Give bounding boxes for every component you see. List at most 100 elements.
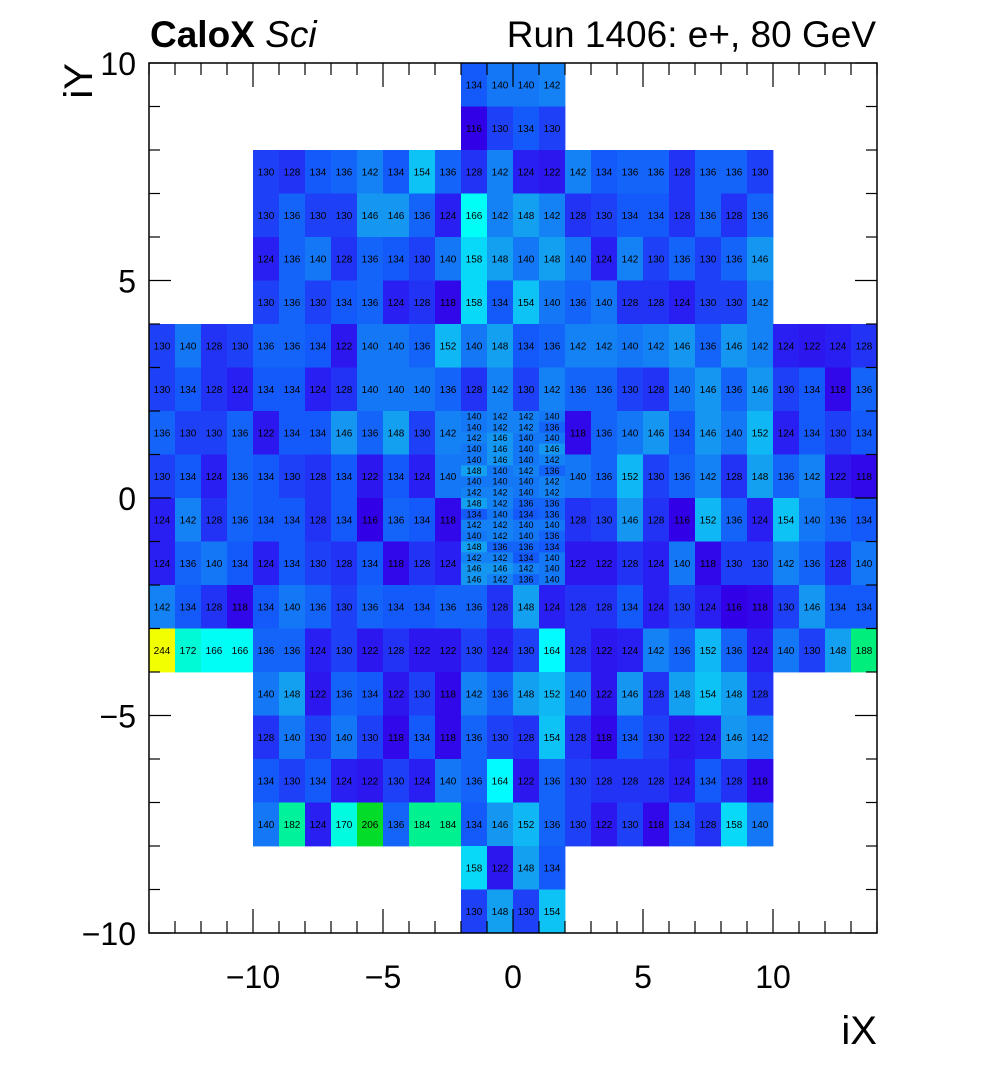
x-tick-label: 0 xyxy=(504,959,522,995)
heatmap-cell xyxy=(851,585,878,629)
run-label: Run 1406: e+, 80 GeV xyxy=(506,14,876,55)
heatmap-cell xyxy=(279,498,306,542)
cell-value-label: 146 xyxy=(700,428,717,439)
cell-value-label: 136 xyxy=(778,472,795,483)
y-tick-label: −5 xyxy=(100,699,136,735)
cell-value-label: 136 xyxy=(544,531,559,541)
cell-value-label: 140 xyxy=(388,385,405,396)
cell-value-label: 130 xyxy=(258,298,275,309)
cell-value-label: 146 xyxy=(622,515,639,526)
heatmap-cell xyxy=(253,411,280,455)
heatmap-cell xyxy=(539,324,566,368)
heatmap-cell xyxy=(331,454,358,499)
cell-value-label: 154 xyxy=(518,298,535,309)
cell-value-label: 118 xyxy=(232,602,248,613)
cell-value-label: 130 xyxy=(700,254,717,265)
heatmap-cell xyxy=(409,715,436,760)
cell-value-label: 140 xyxy=(622,428,639,439)
cell-value-label: 136 xyxy=(570,298,587,309)
heatmap-cell xyxy=(591,585,618,629)
heatmap-cell xyxy=(591,193,618,238)
heatmap-cell xyxy=(539,563,566,575)
heatmap-cell xyxy=(773,628,800,673)
cell-value-label: 136 xyxy=(674,254,691,265)
cell-value-label: 134 xyxy=(518,341,535,352)
heatmap-cell xyxy=(409,541,436,586)
heatmap-cell xyxy=(617,193,644,238)
heatmap-cell xyxy=(435,498,462,542)
cell-value-label: 130 xyxy=(492,733,509,744)
cell-value-label: 140 xyxy=(492,509,507,519)
cell-value-label: 146 xyxy=(388,211,405,222)
heatmap-cell xyxy=(435,280,462,325)
heatmap-cell xyxy=(539,802,566,847)
heatmap-cell xyxy=(539,889,566,934)
cell-value-label: 142 xyxy=(700,472,717,483)
cell-value-label: 142 xyxy=(492,411,507,421)
cell-value-label: 140 xyxy=(544,520,559,530)
cell-value-label: 136 xyxy=(596,428,613,439)
heatmap-cell xyxy=(747,193,774,238)
cell-value-label: 128 xyxy=(206,602,223,613)
cell-value-label: 142 xyxy=(544,211,561,222)
cell-value-label: 130 xyxy=(544,124,561,135)
heatmap-cell xyxy=(799,541,826,586)
heatmap-cell xyxy=(487,150,514,194)
cell-value-label: 140 xyxy=(570,472,587,483)
heatmap-cell xyxy=(825,541,852,586)
cell-value-label: 128 xyxy=(830,559,847,570)
cell-value-label: 128 xyxy=(700,820,717,831)
cell-value-label: 128 xyxy=(336,385,353,396)
heatmap-cell xyxy=(331,150,358,194)
cell-value-label: 148 xyxy=(518,689,535,700)
cell-value-label: 140 xyxy=(518,254,535,265)
cell-value-label: 128 xyxy=(622,298,639,309)
cell-value-label: 140 xyxy=(544,433,559,443)
cell-value-label: 140 xyxy=(310,254,327,265)
heatmap-cell xyxy=(669,802,696,847)
heatmap-cell xyxy=(513,150,540,194)
cell-value-label: 134 xyxy=(622,602,639,613)
cell-value-label: 124 xyxy=(700,733,717,744)
heatmap-cell xyxy=(565,280,592,325)
cell-value-label: 122 xyxy=(570,559,587,570)
cell-value-label: 130 xyxy=(310,298,327,309)
heatmap-cell xyxy=(331,367,358,412)
cell-value-label: 140 xyxy=(856,559,873,570)
heatmap-cell xyxy=(773,367,800,412)
cell-value-label: 148 xyxy=(388,428,405,439)
heatmap-cell xyxy=(409,193,436,238)
heatmap-cell xyxy=(357,672,384,716)
heatmap-cell xyxy=(305,411,332,455)
cell-value-label: 154 xyxy=(544,733,561,744)
heatmap-cell xyxy=(721,454,748,499)
heatmap-cell xyxy=(409,324,436,368)
cell-value-label: 134 xyxy=(284,428,301,439)
heatmap-cell xyxy=(487,193,514,238)
cell-value-label: 164 xyxy=(544,646,561,657)
cell-value-label: 134 xyxy=(310,428,327,439)
heatmap-cell xyxy=(773,498,800,542)
heatmap-cell xyxy=(617,411,644,455)
cell-value-label: 146 xyxy=(804,602,821,613)
cell-value-label: 158 xyxy=(466,863,483,874)
cell-value-label: 128 xyxy=(726,472,743,483)
heatmap-cell xyxy=(461,519,488,532)
cell-value-label: 128 xyxy=(414,559,431,570)
cell-value-label: 130 xyxy=(206,428,223,439)
heatmap-cell xyxy=(253,454,280,499)
heatmap-cell xyxy=(461,889,488,934)
heatmap-cell xyxy=(799,454,826,499)
cell-value-label: 136 xyxy=(700,167,717,178)
heatmap-cell xyxy=(357,150,384,194)
heatmap-cell xyxy=(487,508,514,521)
cell-value-label: 140 xyxy=(622,341,639,352)
heatmap-cell xyxy=(383,324,410,368)
cell-value-label: 134 xyxy=(466,80,483,91)
heatmap-cell xyxy=(747,237,774,281)
cell-value-label: 142 xyxy=(492,488,507,498)
cell-value-label: 206 xyxy=(362,820,379,831)
cell-value-label: 130 xyxy=(622,820,639,831)
cell-value-label: 134 xyxy=(674,428,691,439)
heatmap-cell xyxy=(383,585,410,629)
